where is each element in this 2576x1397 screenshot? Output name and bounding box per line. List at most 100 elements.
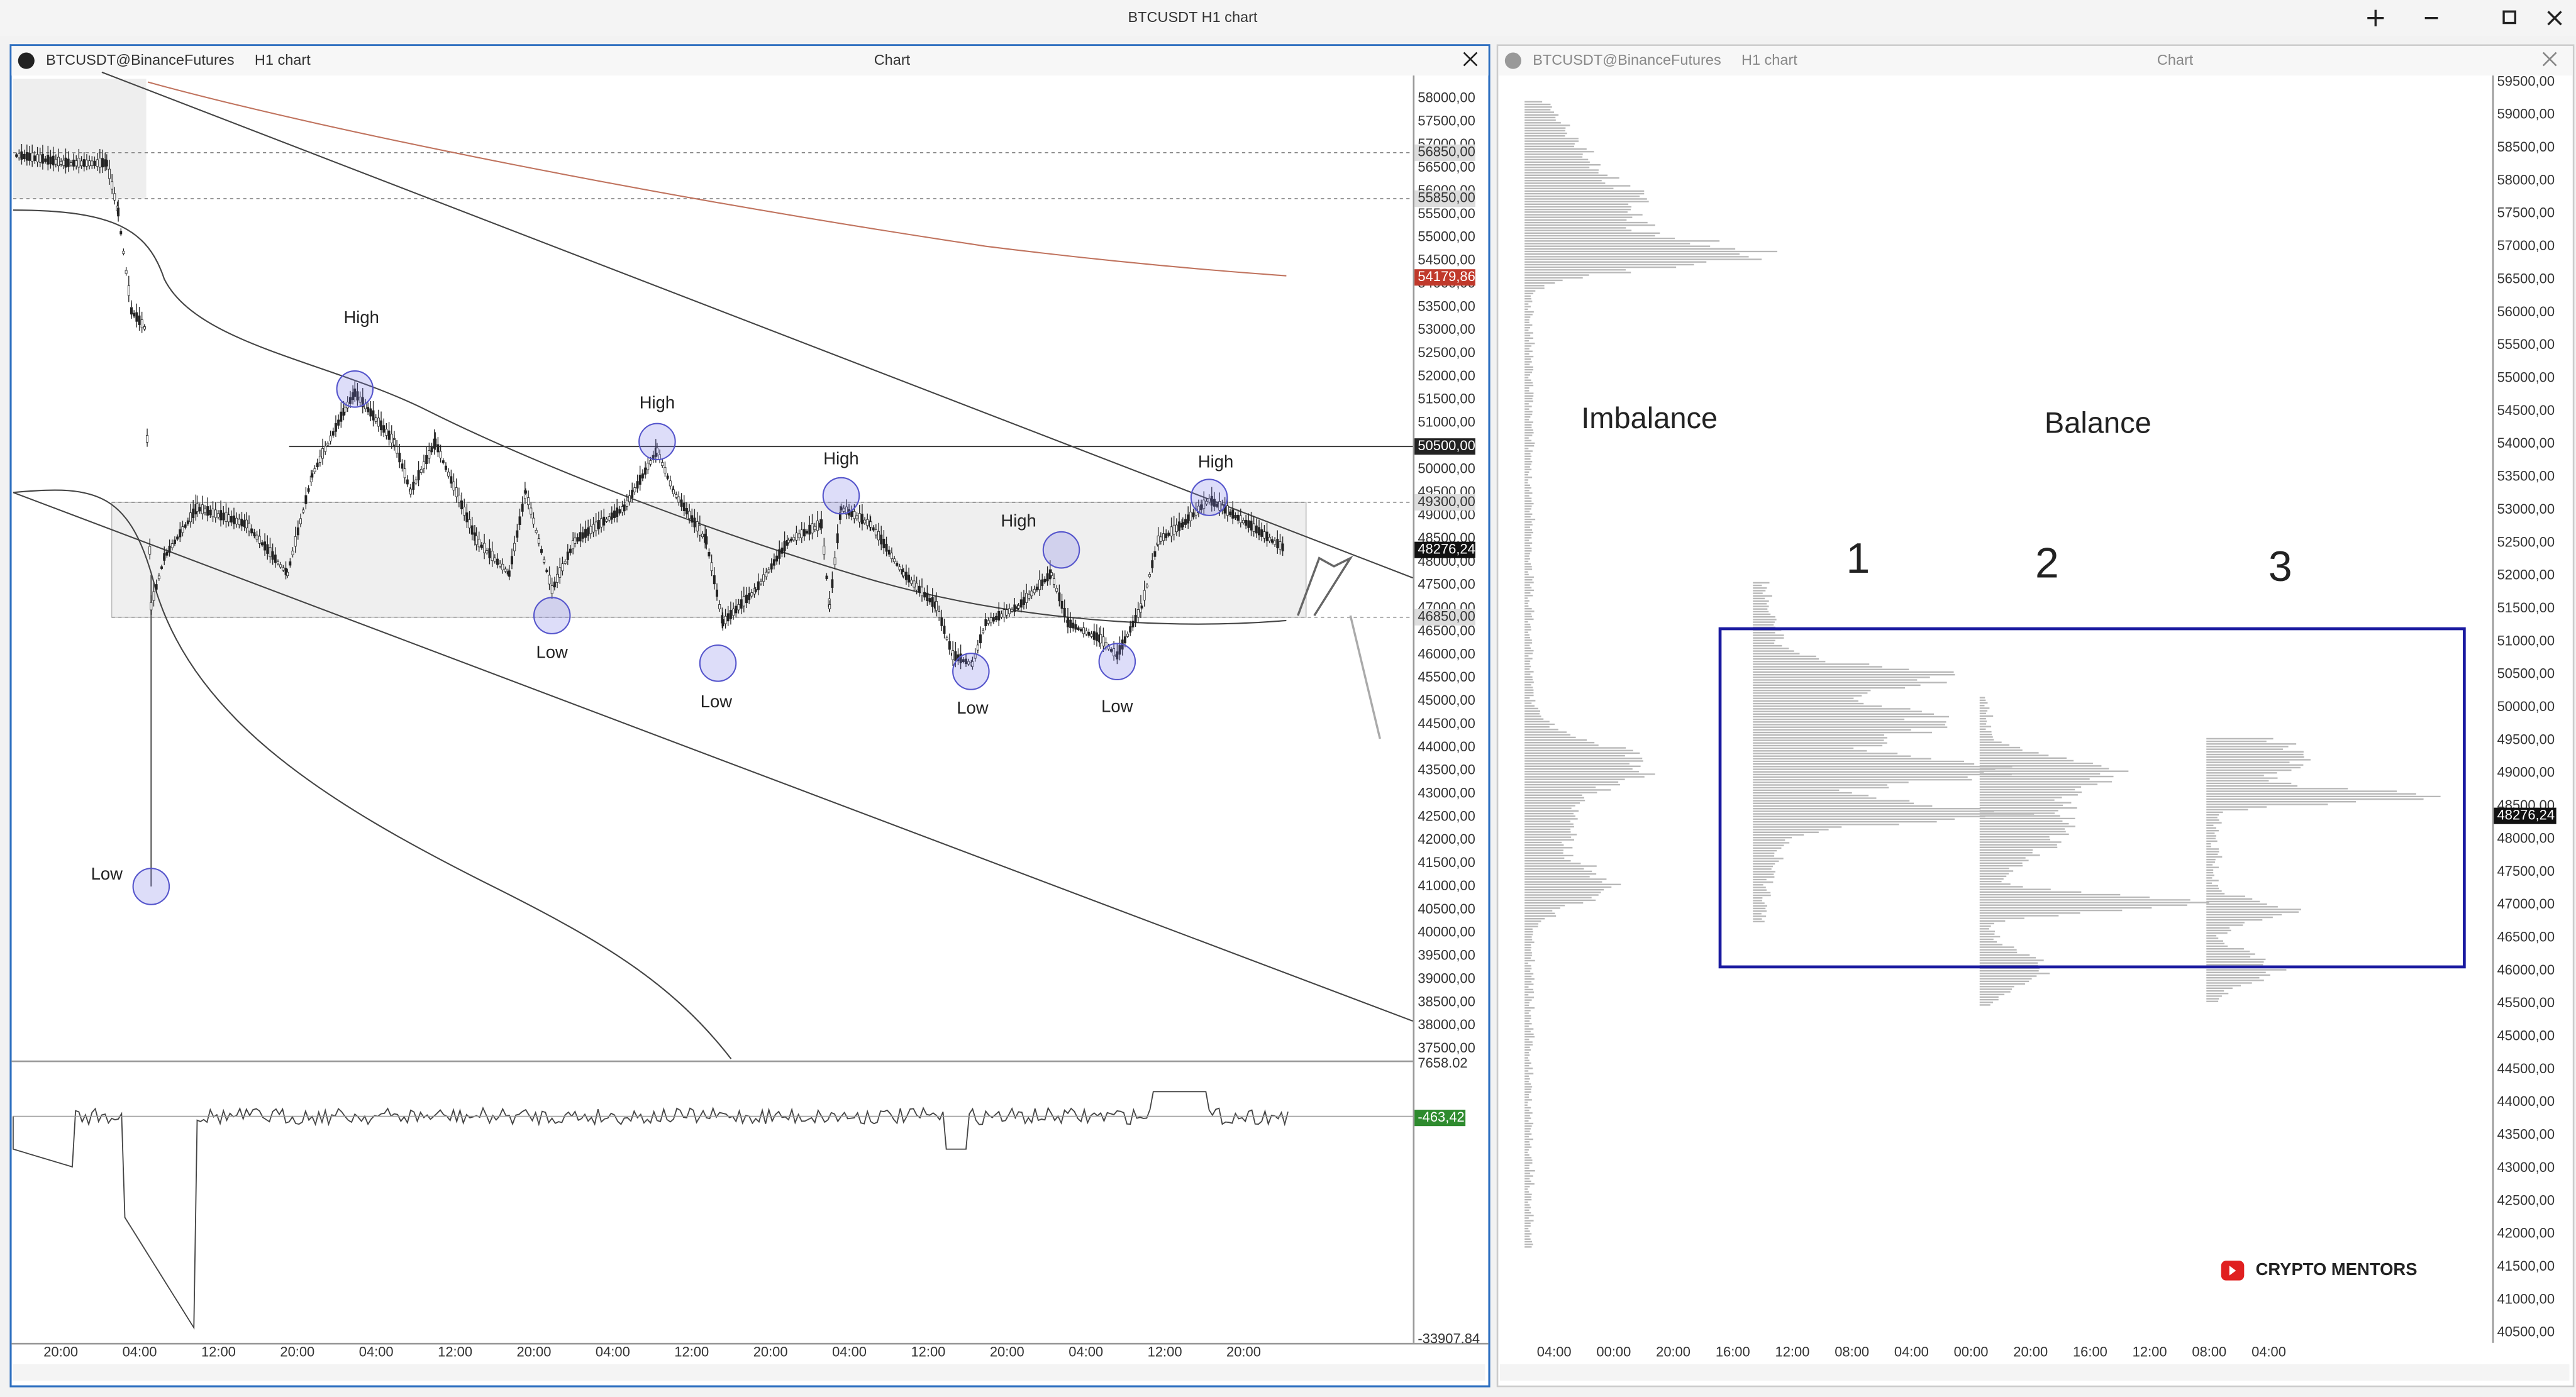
time-label: 12:00 bbox=[1148, 1344, 1182, 1359]
candle-body bbox=[211, 509, 214, 517]
candle-body bbox=[176, 536, 179, 540]
time-label: 12:00 bbox=[2133, 1344, 2167, 1359]
candle-body bbox=[556, 573, 559, 583]
scrollbar[interactable] bbox=[1499, 1364, 2570, 1381]
candle-body bbox=[959, 653, 962, 663]
price-tick-label: 44500,00 bbox=[1418, 715, 1475, 731]
price-tick-label: 44000,00 bbox=[2497, 1093, 2555, 1109]
candle-body bbox=[823, 546, 826, 555]
pivot-marker bbox=[952, 653, 990, 690]
price-tick-label: 50000,00 bbox=[2497, 698, 2555, 714]
candle-body bbox=[1279, 541, 1282, 550]
candle-body bbox=[757, 581, 760, 590]
candle-body bbox=[1074, 624, 1077, 630]
candle-body bbox=[1162, 533, 1165, 541]
candle-body bbox=[148, 546, 152, 555]
annotation: Low bbox=[536, 642, 568, 661]
candle-body bbox=[530, 507, 533, 515]
candle-body bbox=[396, 446, 399, 454]
price-tick-label: 57000,00 bbox=[2497, 238, 2555, 253]
price-tick-label: 43500,00 bbox=[1418, 762, 1475, 778]
candle-body bbox=[98, 158, 101, 168]
candle-body bbox=[1131, 621, 1135, 627]
candle-body bbox=[1226, 505, 1229, 516]
price-tick-label: 55500,00 bbox=[1418, 206, 1475, 221]
candle-body bbox=[1247, 520, 1250, 528]
candle-body bbox=[675, 494, 678, 498]
price-badge bbox=[1414, 438, 1475, 455]
candle-body bbox=[321, 448, 325, 459]
timeframe[interactable]: H1 chart bbox=[1741, 52, 1797, 68]
candle-body bbox=[1170, 526, 1173, 537]
price-tick-label: 51500,00 bbox=[2497, 600, 2555, 616]
candle-body bbox=[419, 468, 423, 473]
scrollbar[interactable] bbox=[13, 1364, 1485, 1381]
candle-body bbox=[718, 604, 721, 609]
candle-body bbox=[119, 231, 123, 235]
candle-body bbox=[1200, 504, 1203, 511]
candle-body bbox=[460, 500, 463, 509]
candle-body bbox=[833, 557, 836, 565]
price-tick-label: 55000,00 bbox=[1418, 229, 1475, 245]
candle-body bbox=[816, 520, 819, 531]
candle-body bbox=[710, 562, 713, 572]
candle-body bbox=[52, 155, 55, 166]
candle-body bbox=[372, 410, 375, 421]
candle-body bbox=[447, 472, 450, 477]
candle-body bbox=[633, 487, 636, 492]
candle-body bbox=[450, 476, 453, 484]
candle-body bbox=[661, 462, 664, 467]
candle-body bbox=[797, 533, 801, 538]
candle-body bbox=[618, 509, 621, 514]
candle-body bbox=[688, 511, 691, 519]
candle-body bbox=[885, 543, 888, 552]
close-button[interactable] bbox=[2542, 52, 2557, 67]
price-tick-label: 56500,00 bbox=[2497, 270, 2555, 286]
candle-body bbox=[387, 430, 391, 440]
candle-body bbox=[1090, 633, 1093, 637]
candle-body bbox=[641, 473, 644, 479]
candle-body bbox=[140, 319, 143, 328]
candle-body bbox=[15, 154, 18, 157]
time-label: 16:00 bbox=[1716, 1344, 1750, 1359]
candle-body bbox=[1041, 579, 1044, 587]
candle-body bbox=[72, 159, 75, 167]
symbol[interactable]: BTCUSDT@BinanceFutures bbox=[46, 52, 234, 68]
price-tick-label: 46000,00 bbox=[1418, 646, 1475, 661]
candle-body bbox=[1216, 504, 1219, 507]
candle-body bbox=[135, 312, 138, 322]
candle-body bbox=[813, 526, 816, 530]
candle-body bbox=[1250, 521, 1253, 531]
candle-body bbox=[1033, 588, 1036, 594]
price-badge bbox=[1414, 609, 1475, 626]
candle-body bbox=[666, 475, 669, 479]
brand-icon-play bbox=[2229, 1266, 2236, 1276]
candle-body bbox=[382, 425, 386, 433]
timeframe[interactable]: H1 chart bbox=[255, 52, 311, 68]
candle-body bbox=[760, 581, 762, 585]
candle-body bbox=[445, 465, 447, 470]
price-tick-label: 49500,00 bbox=[2497, 731, 2555, 747]
price-tick-label: 50500,00 bbox=[2497, 666, 2555, 682]
candle-body bbox=[1053, 578, 1055, 585]
candle-body bbox=[206, 506, 209, 516]
close-button[interactable] bbox=[1463, 52, 1478, 67]
candle-body bbox=[882, 538, 886, 549]
candle-body bbox=[945, 637, 948, 640]
price-badge bbox=[1414, 190, 1475, 207]
price-tick-label: 56500,00 bbox=[1418, 159, 1475, 175]
candle-body bbox=[434, 438, 437, 446]
price-tick-label: 42500,00 bbox=[1418, 808, 1475, 824]
window-controls[interactable] bbox=[2367, 9, 2562, 26]
annotation: Imbalance bbox=[1581, 401, 1718, 434]
candle-body bbox=[1107, 646, 1110, 649]
candle-body bbox=[732, 609, 735, 616]
time-label: 04:00 bbox=[359, 1344, 394, 1359]
time-label: 04:00 bbox=[1894, 1344, 1929, 1359]
candle-body bbox=[989, 617, 992, 624]
candle-body bbox=[713, 575, 716, 585]
symbol[interactable]: BTCUSDT@BinanceFutures bbox=[1533, 52, 1721, 68]
candle-body bbox=[858, 513, 861, 522]
candle-body bbox=[253, 532, 256, 536]
